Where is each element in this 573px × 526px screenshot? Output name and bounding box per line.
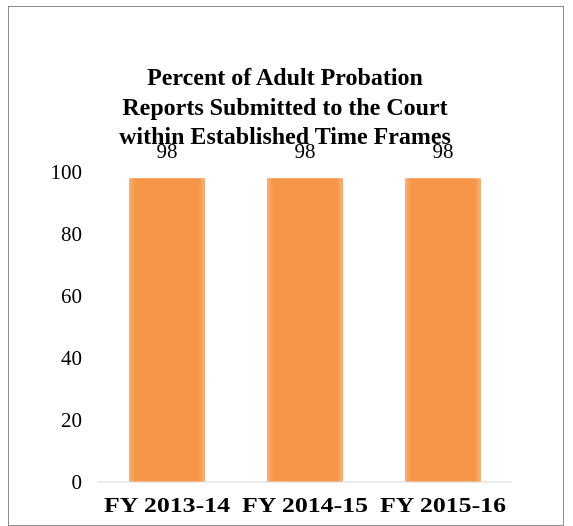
bars xyxy=(129,178,481,482)
x-category-label: FY 2013-14 xyxy=(104,493,231,517)
chart-title-line-1: Percent of Adult Probation xyxy=(147,65,423,91)
y-tick-label: 40 xyxy=(61,346,82,370)
y-axis-ticks: 0 20 40 60 80 100 xyxy=(51,160,83,494)
x-category-label: FY 2014-15 xyxy=(242,493,368,517)
y-tick-label: 80 xyxy=(61,222,82,246)
bar-data-label: 98 xyxy=(433,139,454,163)
y-tick-label: 20 xyxy=(61,408,82,432)
chart-title-line-3: within Established Time Frames xyxy=(119,124,451,150)
y-tick-label: 100 xyxy=(51,160,83,184)
data-labels: 98 98 98 xyxy=(157,139,454,163)
bar xyxy=(129,178,205,482)
x-axis-category-labels: FY 2013-14 FY 2014-15 FY 2015-16 xyxy=(104,493,506,517)
chart-title-line-2: Reports Submitted to the Court xyxy=(122,95,447,121)
x-category-label: FY 2015-16 xyxy=(380,493,506,517)
bar xyxy=(405,178,481,482)
chart-title: Percent of Adult Probation Reports Submi… xyxy=(119,65,451,150)
bar-data-label: 98 xyxy=(157,139,178,163)
y-tick-label: 0 xyxy=(72,470,83,494)
bar-data-label: 98 xyxy=(295,139,316,163)
bar xyxy=(267,178,343,482)
y-tick-label: 60 xyxy=(61,284,82,308)
